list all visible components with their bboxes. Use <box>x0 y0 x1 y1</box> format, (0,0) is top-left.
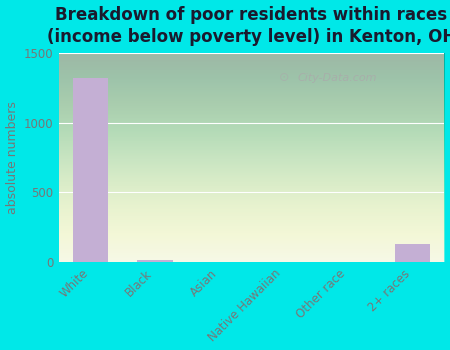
Title: Breakdown of poor residents within races
(income below poverty level) in Kenton,: Breakdown of poor residents within races… <box>47 6 450 46</box>
Text: City-Data.com: City-Data.com <box>298 73 377 83</box>
Text: ⊙: ⊙ <box>279 71 289 84</box>
Bar <box>73 78 108 262</box>
Bar <box>395 244 430 262</box>
Y-axis label: absolute numbers: absolute numbers <box>5 101 18 214</box>
Bar <box>137 260 173 262</box>
